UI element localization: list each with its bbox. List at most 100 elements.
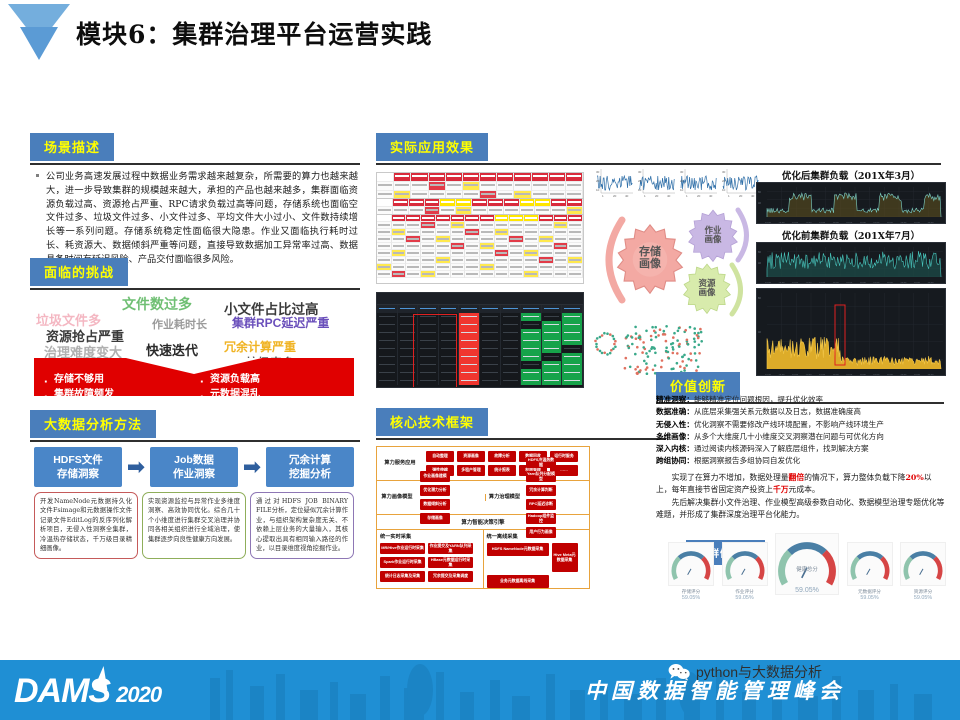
arch-cell[interactable]: 优化潜力分析 [420, 485, 450, 496]
arch-cell[interactable]: HDFS NameNode元数据采集 [486, 543, 549, 556]
svg-text:40: 40 [758, 261, 761, 265]
svg-text:1: 1 [686, 194, 688, 198]
svg-text:10:00: 10:00 [819, 282, 826, 284]
svg-text:10:00: 10:00 [900, 222, 907, 224]
arch-cell[interactable]: 存储画像 [420, 513, 450, 524]
svg-text:40: 40 [758, 201, 761, 205]
section-heading-analysis: 大数据分析方法 [30, 410, 157, 438]
flow-step-redundant[interactable]: 冗余计算 挖掘分析 [266, 447, 354, 488]
arch-cell[interactable]: 运行时服务 [550, 451, 578, 462]
svg-text:10:00: 10:00 [887, 222, 894, 224]
arch-band-label: 算力服务应用 [384, 460, 416, 467]
gear-job-portrait: 作业 画像 [686, 208, 740, 263]
value-point-text: 从多个大维度几十小维度交叉洞察潜在问题与可优化方向 [693, 431, 884, 441]
arch-cell[interactable]: …… [550, 465, 578, 476]
section-challenge: 面临的挑战 [30, 258, 360, 290]
svg-text:10: 10 [596, 188, 600, 192]
page-header: 模块6：集群治理平台运营实践 [0, 0, 960, 72]
arrow-right-icon: ➡ [242, 454, 262, 480]
arch-cell[interactable]: 业务元数据离线采集 [486, 575, 549, 588]
sparkline-chart: 30 20 10 1 20 40 [722, 168, 760, 198]
svg-text:30: 30 [680, 170, 684, 174]
svg-text:10:00: 10:00 [779, 222, 786, 224]
arch-cell[interactable]: 数据回收 [519, 451, 547, 462]
gear-label-line1: 资源 [698, 277, 716, 288]
svg-text:20: 20 [655, 194, 659, 198]
svg-text:10:00: 10:00 [765, 282, 772, 284]
svg-text:40: 40 [625, 194, 629, 198]
svg-text:10:00: 10:00 [914, 282, 921, 284]
svg-text:10:00: 10:00 [819, 374, 826, 376]
arch-collect-title: 统一离线采集 [486, 534, 518, 540]
svg-text:10:00: 10:00 [806, 282, 813, 284]
arch-cell[interactable]: HDFS冷温热数据 [526, 457, 556, 468]
svg-text:10:00: 10:00 [914, 222, 921, 224]
arch-cell[interactable]: Hive Meta元数据采集 [551, 543, 578, 572]
arch-cell[interactable]: Yarn队列分配模型 [526, 471, 556, 482]
svg-text:1: 1 [602, 194, 604, 198]
arch-cell[interactable]: 作业画像建模 [420, 471, 450, 482]
summary-highlight-3: 千万 [772, 485, 789, 495]
cloud-word: 小文件占比过高 [224, 302, 319, 317]
svg-text:10:00: 10:00 [792, 282, 799, 284]
arch-cell[interactable]: 统计报表 [488, 465, 516, 476]
arch-cell[interactable]: 权限管理 [519, 465, 547, 476]
arch-cell[interactable]: MR/Hive作业运行时采集 [380, 543, 425, 554]
arch-cell[interactable]: 自动整理 [426, 451, 454, 462]
summary-highlight-2: 20% [905, 472, 924, 482]
dams-year: 2020 [116, 682, 162, 707]
value-point: 深入内核：通过阅读内核源码深入了解底层组件，找到解决方案 [656, 443, 946, 455]
arch-cell[interactable]: 统计日志采集及采集 [380, 571, 425, 582]
arch-cell[interactable]: 资源画像 [457, 451, 485, 462]
arch-band-service: 算力服务应用 自动整理 资源画像 故障分析 数据回收 运行时服务 弹性伸缩 多租… [377, 447, 589, 481]
arch-cell[interactable]: HBase元数据运行时采集 [428, 557, 473, 568]
svg-text:10:00: 10:00 [887, 282, 894, 284]
arch-cell[interactable]: 用户行为画像 [526, 527, 556, 538]
architecture-diagram: 算力服务应用 自动整理 资源画像 故障分析 数据回收 运行时服务 弹性伸缩 多租… [376, 446, 590, 589]
svg-text:10:00: 10:00 [779, 374, 786, 376]
heading-rule [376, 163, 941, 165]
arch-cell[interactable]: Spark作业运行时采集 [380, 557, 425, 568]
gear-resource-portrait: 资源 画像 [681, 262, 733, 315]
arch-cell[interactable]: 作业提交及YARN队列采集 [428, 543, 473, 554]
arch-band-cells: 作业画像建模 优化潜力分析 数据倾斜分析 存储画像 [417, 468, 485, 527]
arch-cell[interactable]: 冗余提交及采集调度 [428, 571, 473, 582]
svg-text:10:00: 10:00 [927, 282, 934, 284]
arch-band-cells: 自动整理 资源画像 故障分析 数据回收 运行时服务 弹性伸缩 多租户管理 统计报… [423, 448, 589, 479]
cloud-word: 资源抢占严重 [46, 329, 125, 344]
gauge-caption: 资源评分 [913, 589, 933, 594]
svg-text:80: 80 [758, 296, 761, 300]
svg-text:10:00: 10:00 [873, 222, 880, 224]
gauge-resource: 资源评分 59.05% [900, 542, 946, 601]
flow-step-hdfs[interactable]: HDFS文件 存储洞察 [34, 447, 122, 488]
flow-step-line1: Job数据 [174, 454, 214, 466]
svg-text:10:00: 10:00 [833, 222, 840, 224]
arch-cell[interactable]: Hadoop组件监控 [526, 513, 556, 524]
arch-cell[interactable]: RPC延迟诊断 [526, 499, 556, 510]
svg-text:20: 20 [680, 179, 684, 183]
arch-cell[interactable]: 多租户管理 [457, 465, 485, 476]
arch-cell[interactable]: 数据倾斜分析 [420, 499, 450, 510]
svg-text:10:00: 10:00 [900, 282, 907, 284]
svg-text:10:00: 10:00 [914, 374, 921, 376]
svg-text:40: 40 [751, 194, 755, 198]
arch-cell[interactable]: 弹性伸缩 [426, 465, 454, 476]
flow-step-job[interactable]: Job数据 作业洞察 [150, 447, 238, 488]
svg-text:10:00: 10:00 [806, 374, 813, 376]
arch-cell[interactable]: 冗余计算判断 [526, 485, 556, 496]
gauge-value: 59.05% [913, 595, 933, 601]
arch-cell[interactable]: 故障分析 [488, 451, 516, 462]
heading-rule [30, 440, 360, 442]
gauge-caption: 元数据评分 [858, 589, 881, 594]
banner-notch [126, 358, 262, 374]
arrow-right-icon: ➡ [126, 454, 146, 480]
section-value: 价值创新 [656, 372, 944, 404]
svg-text:40: 40 [709, 194, 713, 198]
value-point-text: 根据洞察报告多组协同自发优化 [693, 456, 801, 466]
value-summary-paragraph-1: 实现了在算力不增加，数据处理量翻倍的情况下，算力整体负载下降20%以上，每年直接… [656, 472, 946, 497]
section-framework: 核心技术框架 [376, 408, 666, 440]
load-chart-title-before: 优化前集群负载（201X年7月） [781, 231, 921, 242]
svg-text:20: 20 [613, 194, 617, 198]
gear-label-line2: 画像 [698, 287, 716, 297]
svg-text:10:00: 10:00 [806, 222, 813, 224]
